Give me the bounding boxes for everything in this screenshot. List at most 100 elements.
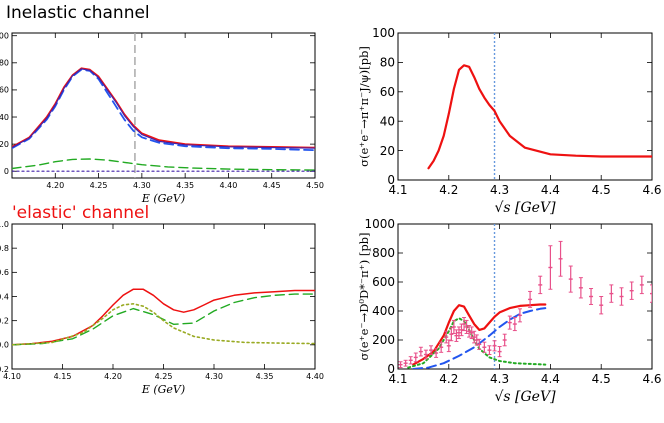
- x-tick-label: 4.5: [592, 372, 611, 386]
- data-point: [497, 346, 502, 358]
- series-red-fit: [412, 303, 547, 366]
- series-green-dashed: [12, 158, 315, 171]
- data-point: [79, 74, 84, 96]
- y-tick-label: -0.2: [0, 365, 9, 374]
- plot-area: [7, 236, 315, 360]
- y-tick-label: 40: [0, 113, 9, 122]
- chart-br: 4.1 4.2 4.3 4.4 4.5 4.6 0 200 400 600 800 1000 √s [G…: [357, 217, 662, 405]
- data-point: [599, 296, 604, 315]
- x-tick-label: 4.3: [490, 372, 509, 386]
- chart-tr: 4.1 4.2 4.3 4.4 4.5 4.6 0 20 40 60 80 100 √s [GeV] σ(…: [357, 26, 662, 216]
- data-point: [492, 340, 497, 352]
- elastic-channel-header: 'elastic' channel: [12, 203, 150, 223]
- data-point: [650, 284, 652, 303]
- y-tick-label: 80: [380, 56, 395, 70]
- plot-frame: [11, 32, 316, 179]
- x-tick-label: 4.50: [306, 181, 324, 190]
- data-point: [7, 265, 37, 313]
- data-point: [472, 330, 477, 344]
- data-point: [449, 327, 454, 342]
- data-point: [556, 159, 560, 165]
- data-point: [398, 361, 403, 369]
- data-point: [446, 339, 451, 353]
- data-point: [507, 315, 512, 330]
- y-tick-label: 0: [4, 167, 9, 176]
- data-point: [209, 127, 214, 143]
- data-point: [464, 319, 469, 334]
- x-tick-label: 4.15: [54, 372, 72, 381]
- data-point: [517, 308, 522, 323]
- x-tick-label: 4.35: [256, 372, 274, 381]
- data-point: [469, 326, 474, 340]
- data-point: [578, 277, 583, 299]
- series-blue-dashed: [412, 307, 547, 369]
- data-point-black: [614, 291, 618, 306]
- chart-bl: 4.10 4.15 4.20 4.25 4.30 4.35 4.40 -0.2 0.0 0.2 0.…: [0, 220, 324, 396]
- series-purple: [12, 68, 315, 149]
- data-point: [609, 284, 614, 303]
- x-tick-label: 4.45: [263, 181, 281, 190]
- y-tick-label: 0.2: [0, 316, 9, 325]
- data-point: [470, 48, 474, 66]
- data-point: [589, 288, 594, 305]
- y-tick-label: 600: [372, 275, 395, 289]
- data-point: [454, 329, 459, 342]
- data-point: [477, 338, 482, 350]
- x-tick-label: 4.2: [439, 183, 458, 197]
- x-axis-label: √s [GeV]: [494, 389, 556, 405]
- data-point: [403, 359, 408, 367]
- data-point: [444, 330, 449, 344]
- data-point: [457, 83, 461, 98]
- data-point: [558, 240, 563, 277]
- x-tick-label: 4.25: [90, 181, 108, 190]
- series-olive-dotted: [12, 303, 315, 346]
- data-point: [487, 345, 492, 355]
- x-tick-label: 4.1: [388, 183, 407, 197]
- series-red: [12, 67, 315, 149]
- x-tick-label: 4.2: [439, 372, 458, 386]
- y-tick-label: 100: [372, 26, 395, 40]
- x-tick-label: 4.4: [541, 183, 560, 197]
- y-tick-label: 60: [380, 85, 395, 99]
- x-tick-label: 4.25: [155, 372, 173, 381]
- data-point: [462, 52, 466, 58]
- data-point: [113, 236, 153, 345]
- data-point: [92, 76, 97, 98]
- plot-area: [427, 33, 652, 180]
- plot-frame: [397, 32, 653, 181]
- x-tick-label: 4.35: [176, 181, 194, 190]
- x-tick-label: 4.5: [592, 183, 611, 197]
- x-tick-label: 4.1: [388, 372, 407, 386]
- x-tick-label: 4.6: [642, 372, 661, 386]
- data-point: [456, 326, 461, 340]
- data-point: [418, 346, 423, 357]
- chart-tl: 4.20 4.25 4.30 4.35 4.40 4.45 4.50 0 20 40 60 80 100…: [0, 32, 324, 205]
- plot-area: [398, 224, 652, 369]
- data-point: [434, 348, 439, 358]
- y-tick-label: 200: [372, 333, 395, 347]
- data-point: [503, 93, 507, 114]
- y-tick-label: 20: [0, 140, 9, 149]
- data-point: [528, 137, 532, 146]
- y-tick-label: 0.6: [0, 268, 9, 277]
- data-point: [172, 98, 177, 117]
- data-point: [439, 341, 444, 353]
- x-tick-label: 4.6: [642, 183, 661, 197]
- data-point: [502, 333, 507, 347]
- x-axis-label: √s [GeV]: [494, 200, 556, 216]
- data-point: [528, 290, 533, 308]
- y-tick-label: 1000: [364, 217, 395, 231]
- y-tick-label: 40: [380, 114, 395, 128]
- data-point: [413, 352, 418, 363]
- data-point: [639, 275, 644, 295]
- y-tick-label: 100: [0, 32, 9, 41]
- series-red-fit: [12, 288, 315, 346]
- data-point: [451, 319, 456, 334]
- data-point: [474, 334, 479, 346]
- x-tick-label: 4.30: [205, 372, 223, 381]
- y-axis-label: σ(e⁺e⁻→π⁺π⁻J/ψ)[pb]: [357, 46, 371, 167]
- data-point: [619, 287, 624, 306]
- y-tick-label: 0: [387, 173, 395, 187]
- data-point: [37, 287, 77, 360]
